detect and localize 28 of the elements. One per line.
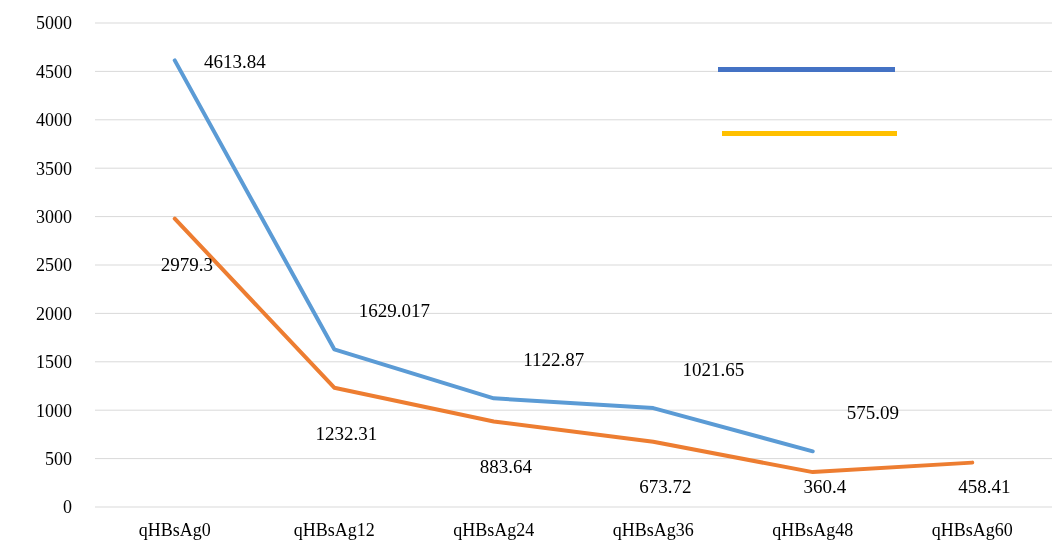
data-label: 458.41 (958, 476, 1011, 497)
y-tick-label: 3000 (36, 206, 72, 227)
x-tick-label: qHBsAg60 (931, 520, 1013, 540)
y-tick-label: 5000 (36, 13, 72, 34)
x-tick-label: qHBsAg24 (453, 520, 535, 540)
data-label: 1122.87 (523, 349, 585, 371)
data-label: 2979.3 (160, 253, 213, 275)
data-label: 1232.31 (315, 422, 378, 444)
y-tick-label: 500 (45, 448, 72, 469)
data-label: 673.72 (639, 476, 692, 497)
x-tick-label: qHBsAg0 (138, 520, 211, 540)
data-label: 4613.84 (203, 51, 267, 73)
y-tick-label: 2500 (36, 255, 72, 276)
data-label: 1021.65 (682, 359, 745, 381)
y-tick-label: 1500 (36, 352, 72, 373)
y-tick-label: 4500 (36, 61, 72, 82)
data-label: 360.4 (803, 476, 847, 497)
data-label: 1629.017 (358, 300, 430, 322)
y-tick-label: 2000 (36, 303, 72, 324)
x-tick-label: qHBsAg12 (293, 520, 375, 540)
data-label: 883.64 (479, 456, 533, 478)
y-tick-label: 4000 (36, 110, 72, 131)
x-tick-label: qHBsAg36 (612, 520, 694, 540)
y-tick-label: 3500 (36, 158, 72, 179)
y-tick-label: 0 (63, 497, 72, 518)
data-label: 575.09 (846, 402, 899, 424)
y-tick-label: 1000 (36, 400, 72, 421)
x-tick-label: qHBsAg48 (772, 520, 854, 540)
